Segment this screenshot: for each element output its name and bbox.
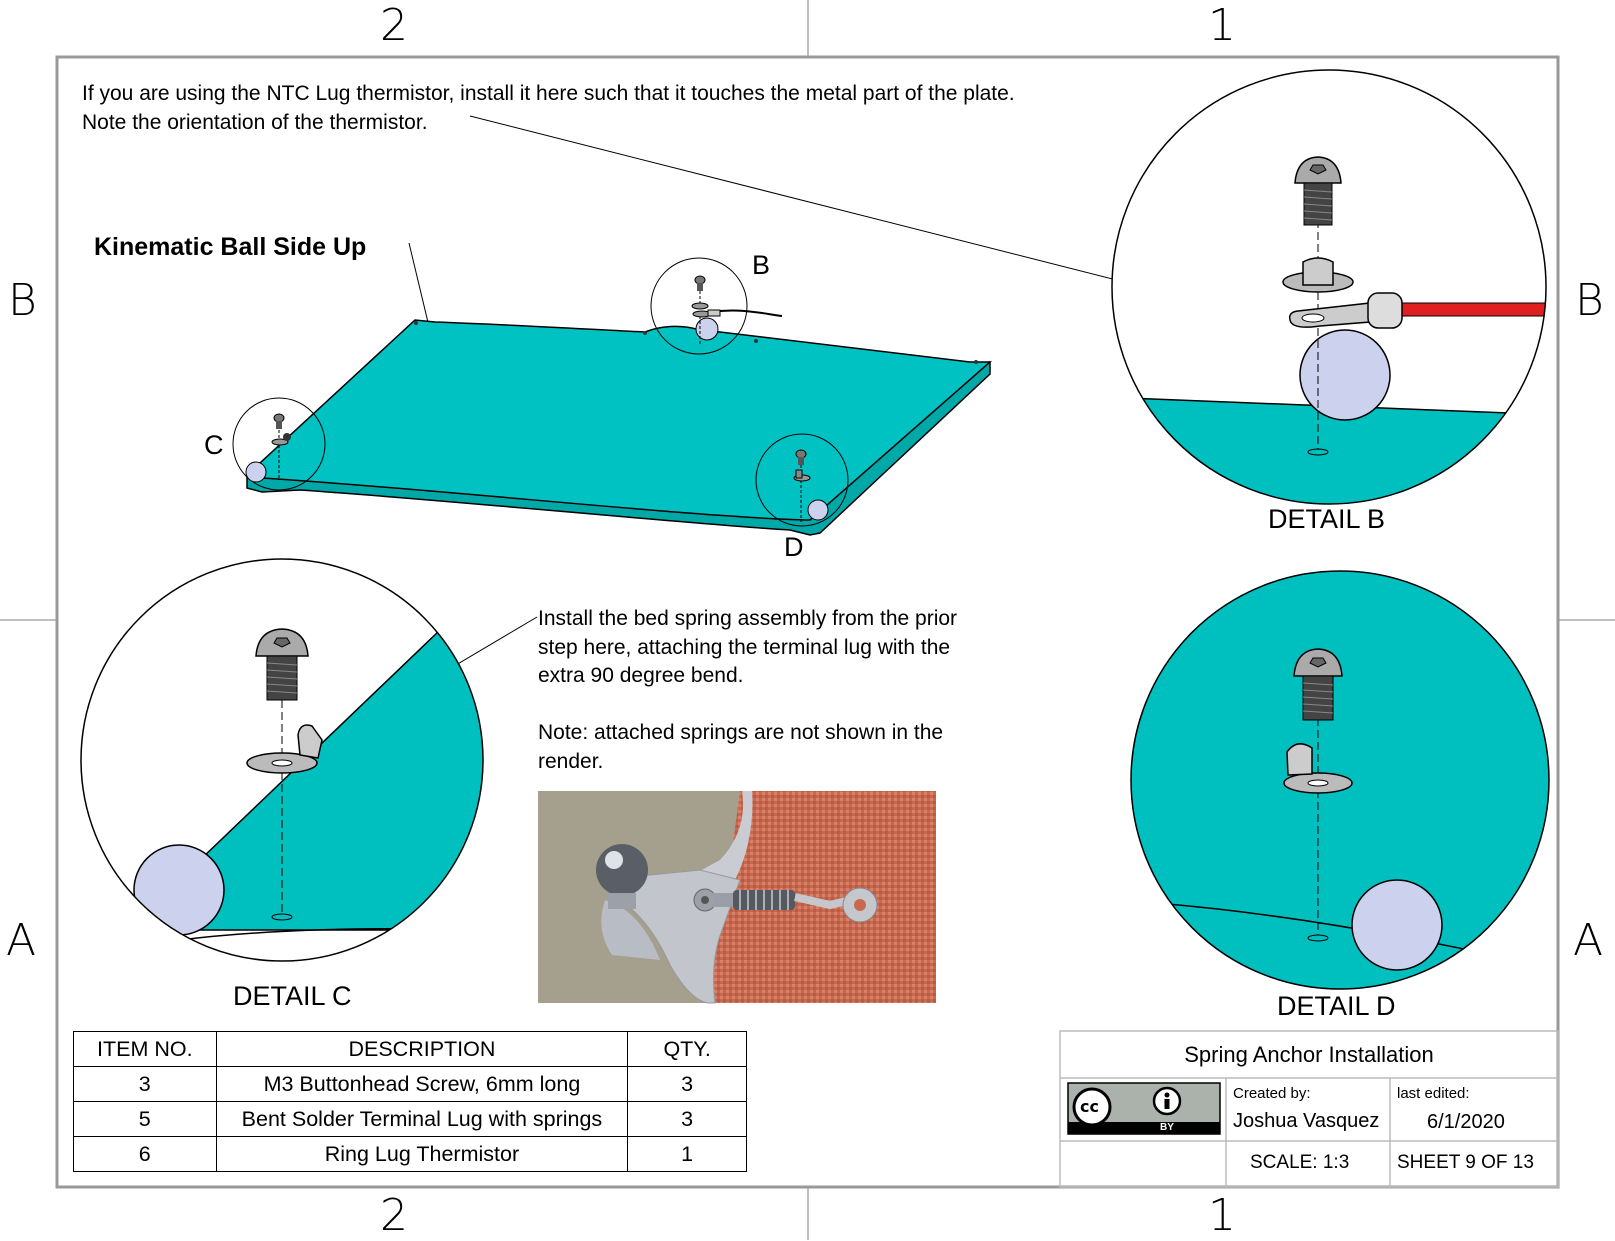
- scale-label: SCALE: 1:3: [1250, 1152, 1350, 1173]
- column-header-item-no: ITEM NO.: [73, 1031, 217, 1067]
- zone-label-right-a: A: [1573, 915, 1604, 966]
- heated-bed-plate: [245, 319, 992, 536]
- last-edited-label: last edited:: [1397, 1085, 1470, 1102]
- cell-item-no: 6: [73, 1136, 217, 1172]
- drawing-title: Spring Anchor Installation: [1184, 1042, 1434, 1067]
- table-row: 3 M3 Buttonhead Screw, 6mm long 3: [73, 1066, 747, 1102]
- zone-label-left-b: B: [8, 275, 37, 326]
- cell-qty: 3: [627, 1066, 747, 1102]
- detail-c-title: DETAIL C: [233, 981, 352, 1011]
- cell-item-no: 3: [73, 1066, 217, 1102]
- thermistor-note: If you are using the NTC Lug thermistor,…: [82, 82, 1015, 134]
- detail-b-title: DETAIL B: [1268, 504, 1386, 534]
- cell-qty: 1: [627, 1136, 747, 1172]
- callout-circle-b: [650, 257, 748, 355]
- column-header-description: DESCRIPTION: [215, 1031, 629, 1067]
- kinematic-ball-note: Kinematic Ball Side Up: [94, 233, 367, 261]
- zone-label-top-2: 2: [380, 0, 408, 51]
- bill-of-materials-table: ITEM NO. DESCRIPTION QTY. 3 M3 Buttonhea…: [73, 1031, 747, 1172]
- table-row: 6 Ring Lug Thermistor 1: [73, 1136, 747, 1172]
- cc-icon: cc: [1080, 1097, 1099, 1116]
- spring-assembly-photo: [538, 791, 936, 1004]
- sheet-number: SHEET 9 OF 13: [1397, 1152, 1534, 1173]
- cell-description: Bent Solder Terminal Lug with springs: [215, 1101, 629, 1137]
- cell-item-no: 5: [73, 1101, 217, 1137]
- detail-b-view: [1111, 69, 1547, 505]
- callout-circle-c: [232, 397, 326, 491]
- title-block-frame: [1059, 1030, 1559, 1188]
- zone-label-top-1: 1: [1208, 0, 1236, 51]
- spring-assembly-note: Install the bed spring assembly from the…: [538, 607, 958, 773]
- column-header-qty: QTY.: [627, 1031, 747, 1067]
- detail-c-view: [80, 558, 484, 962]
- zone-label-left-a: A: [6, 915, 37, 966]
- cc-by-license-badge: [1067, 1082, 1221, 1135]
- author-name: Joshua Vasquez: [1233, 1110, 1380, 1132]
- callout-label-c: C: [204, 430, 224, 460]
- last-edited-date: 6/1/2020: [1427, 1111, 1505, 1133]
- table-header-row: ITEM NO. DESCRIPTION QTY.: [73, 1031, 747, 1067]
- callout-label-d: D: [784, 532, 804, 562]
- table-row: 5 Bent Solder Terminal Lug with springs …: [73, 1101, 747, 1137]
- created-by-label: Created by:: [1233, 1085, 1311, 1102]
- callout-circle-d: [755, 433, 849, 527]
- detail-d-title: DETAIL D: [1277, 991, 1396, 1021]
- cell-description: M3 Buttonhead Screw, 6mm long: [215, 1066, 629, 1102]
- zone-label-bottom-2: 2: [380, 1190, 408, 1241]
- license-by-label: BY: [1160, 1122, 1174, 1133]
- cell-qty: 3: [627, 1101, 747, 1137]
- zone-label-right-b: B: [1575, 275, 1604, 326]
- cell-description: Ring Lug Thermistor: [215, 1136, 629, 1172]
- zone-label-bottom-1: 1: [1208, 1190, 1236, 1241]
- detail-d-view: [1130, 570, 1550, 990]
- callout-label-b: B: [752, 250, 771, 280]
